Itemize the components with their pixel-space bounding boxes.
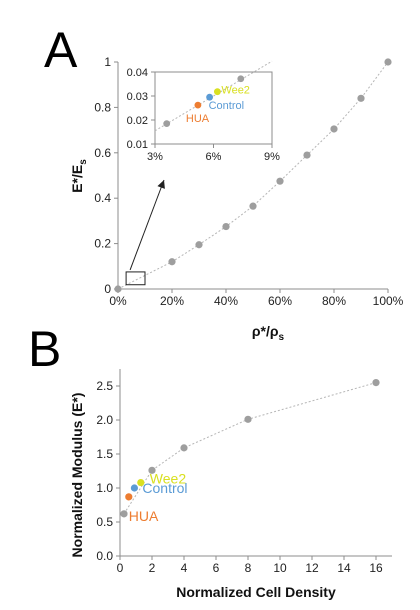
panel-a-zoom-box bbox=[125, 271, 146, 286]
panel-b-data-point bbox=[180, 444, 188, 452]
panel-a-y-axis-title-sub: s bbox=[78, 159, 89, 165]
panel-a-data-point bbox=[357, 94, 365, 102]
panel-b-point-label: Control bbox=[142, 480, 187, 496]
panel-a-points bbox=[114, 58, 392, 293]
panel-b-highlighted-point bbox=[130, 484, 138, 492]
panel-a-x-axis: 0% 20% 40% 60% 80% 100% bbox=[109, 288, 404, 308]
panel-b-x-tick-label: 8 bbox=[245, 561, 252, 575]
panel-a-data-point bbox=[276, 177, 284, 185]
panel-a-y-axis-title: E*/Es bbox=[69, 159, 89, 193]
panel-a-inset-point bbox=[163, 120, 171, 127]
panel-a-x-axis-title-sub: s bbox=[279, 332, 285, 343]
panel-b-point-label: HUA bbox=[129, 508, 159, 524]
panel-a-arrow-shaft bbox=[129, 179, 165, 271]
panel-a-y-tick-label: 0.4 bbox=[94, 191, 111, 205]
panel-b-x-tick-label: 2 bbox=[149, 561, 156, 575]
panel-b-x-tick-label: 16 bbox=[369, 561, 383, 575]
panel-a-data-point bbox=[249, 202, 257, 210]
panel-a-x-tick-label: 0% bbox=[109, 294, 127, 308]
panel-b-x-tick-label: 10 bbox=[273, 561, 287, 575]
panel-a-inset-frame bbox=[154, 71, 273, 145]
panel-b-y-tick-label: 0.0 bbox=[96, 549, 113, 563]
panel-a-trend-line bbox=[117, 61, 389, 290]
panel-b-y-tick-label: 2.5 bbox=[96, 379, 113, 393]
panel-a-inset-x-tick-label: 9% bbox=[264, 151, 280, 163]
panel-a-zoom-arrow bbox=[129, 179, 165, 271]
panel-a-data-point bbox=[384, 58, 392, 66]
panel-b-y-axis: 0.0 0.5 1.0 1.5 2.0 2.5 bbox=[96, 369, 121, 563]
panel-a-letter: A bbox=[44, 22, 78, 78]
panel-b-y-tick-label: 2.0 bbox=[96, 413, 113, 427]
panel-a-x-tick-label: 20% bbox=[160, 294, 184, 308]
panel-b-highlighted-point bbox=[137, 478, 145, 487]
panel-a-inset-y-tick-label: 0.04 bbox=[127, 67, 148, 79]
panel-a-inset-point bbox=[194, 101, 202, 109]
panel-b-y-axis-title: Normalized Modulus (E*) bbox=[69, 393, 85, 558]
panel-a-y-tick-label: 0 bbox=[104, 282, 111, 296]
panel-b-x-tick-label: 14 bbox=[337, 561, 351, 575]
panel-b-x-axis: 0 2 4 6 8 10 12 14 16 bbox=[117, 555, 392, 575]
panel-a-inset-y-tick-label: 0.03 bbox=[127, 91, 148, 103]
panel-a-inset-y-tick-label: 0.01 bbox=[127, 139, 148, 151]
panel-a-inset-point-label: Wee2 bbox=[221, 85, 250, 97]
panel-a-y-tick-label: 0.6 bbox=[94, 146, 111, 160]
panel-b-y-tick-label: 1.0 bbox=[96, 481, 113, 495]
panel-a-y-axis-title-main: E*/E bbox=[69, 165, 85, 193]
panel-a-x-tick-label: 80% bbox=[322, 294, 346, 308]
panel-b-data-point bbox=[244, 415, 252, 423]
panel-a-inset-point-label: HUA bbox=[186, 113, 210, 125]
panel-a-inset-x-tick-label: 3% bbox=[147, 151, 163, 163]
panel-a-x-axis-title: ρ*/ρs bbox=[252, 323, 285, 343]
panel-a-arrow-head bbox=[157, 180, 165, 189]
panel-b-x-tick-label: 4 bbox=[181, 561, 188, 575]
panel-a-inset-point-label: Control bbox=[209, 100, 244, 112]
panel-a-x-tick-label: 40% bbox=[214, 294, 238, 308]
panel-a-data-point bbox=[114, 285, 122, 293]
panel-b-trend-line bbox=[123, 382, 377, 515]
panel-a-inset-point bbox=[214, 88, 221, 96]
panel-a-data-point bbox=[222, 222, 230, 231]
panel-a-data-point bbox=[195, 241, 203, 249]
panel-b-y-tick-label: 0.5 bbox=[96, 515, 113, 529]
panel-a-data-point bbox=[330, 125, 338, 133]
panel-b: B 0 2 4 6 8 10 12 14 16 0.0 0.5 1.0 1.5 2.0 2.5 HUA Co… bbox=[28, 321, 392, 600]
panel-b-y-tick-label: 1.5 bbox=[96, 447, 113, 461]
panel-a-inset-x-tick-label: 6% bbox=[206, 151, 222, 163]
panel-b-highlighted-point bbox=[125, 493, 133, 501]
panel-b-x-axis-title: Normalized Cell Density bbox=[176, 584, 336, 600]
panel-a-data-point bbox=[303, 151, 311, 159]
panel-a-y-tick-label: 0.8 bbox=[94, 100, 111, 114]
panel-a-y-axis: 0 0.2 0.4 0.6 0.8 1 bbox=[94, 55, 119, 296]
panel-a-y-tick-label: 1 bbox=[104, 55, 111, 69]
panel-a-data-point bbox=[168, 258, 176, 266]
panel-b-letter: B bbox=[28, 321, 61, 377]
panel-b-point-label: Wee2 bbox=[150, 471, 187, 487]
panel-b-data-point bbox=[148, 466, 156, 474]
panel-a-y-tick-label: 0.2 bbox=[94, 237, 111, 251]
panel-a-inset-y-tick-label: 0.02 bbox=[127, 115, 148, 127]
panel-a-inset-trend-line bbox=[154, 60, 273, 132]
panel-a-inset-point bbox=[206, 93, 214, 101]
panel-a-x-axis-title-main: ρ*/ρ bbox=[252, 323, 279, 339]
panel-b-x-tick-label: 12 bbox=[305, 561, 319, 575]
panel-a: A 0% 20% 40% 60% 80% 100% 0 0.2 0.4 0.6 0.8 1 3% 6%… bbox=[44, 22, 404, 343]
panel-a-inset-point bbox=[237, 75, 245, 83]
panel-a-x-tick-label: 100% bbox=[373, 294, 404, 308]
panel-b-x-tick-label: 0 bbox=[117, 561, 124, 575]
panel-b-data-point bbox=[372, 379, 380, 387]
panel-a-x-tick-label: 60% bbox=[268, 294, 292, 308]
panel-b-data-point bbox=[120, 510, 128, 518]
panel-b-x-tick-label: 6 bbox=[213, 561, 220, 575]
